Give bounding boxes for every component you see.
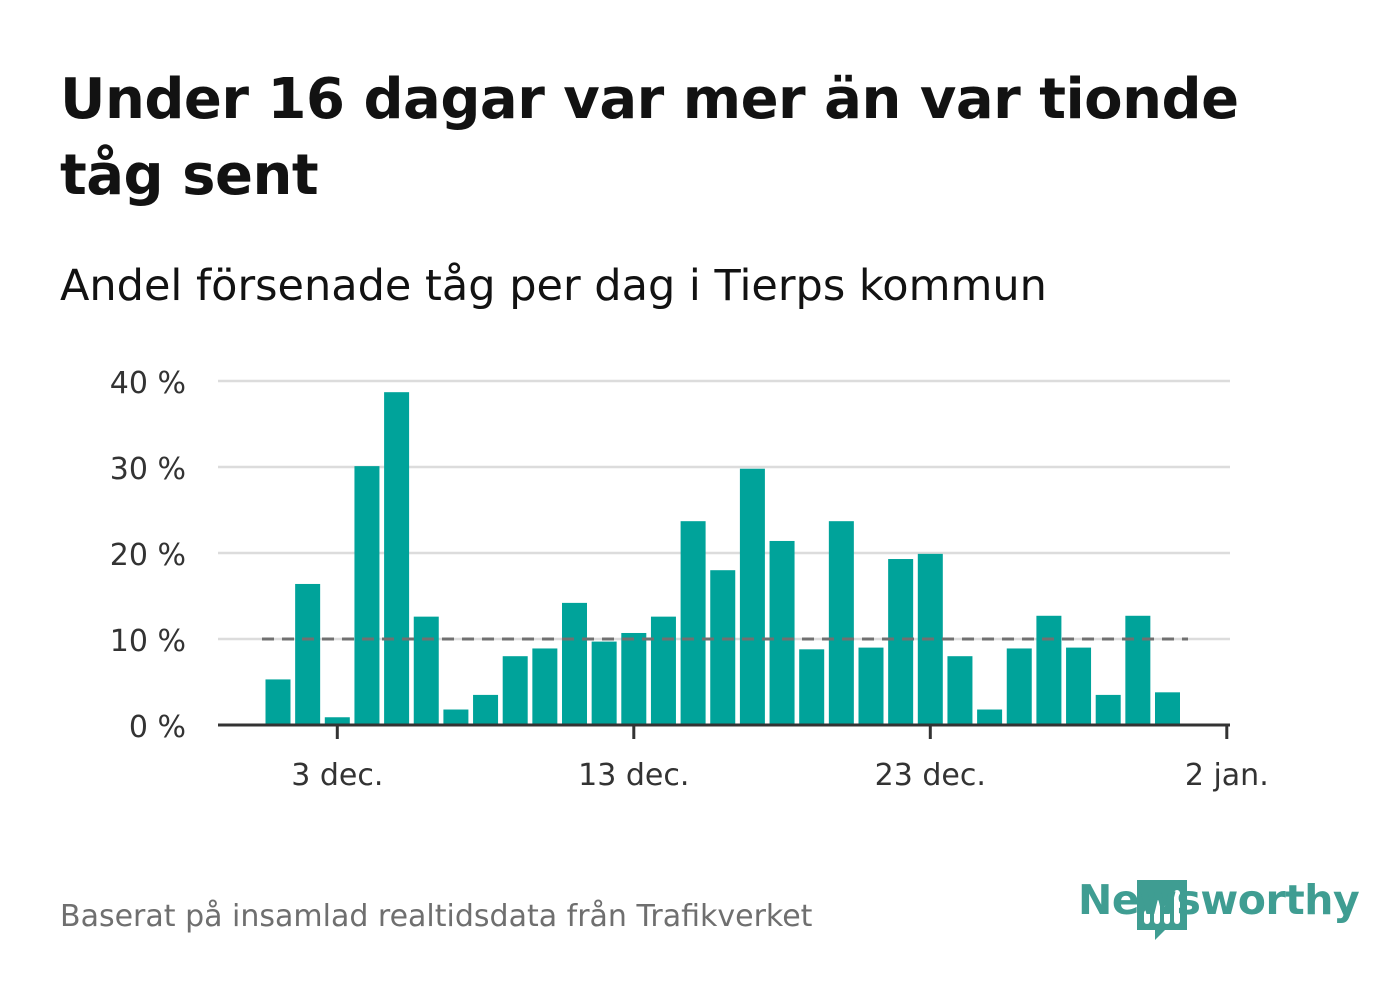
x-tick-label: 3 dec. [291, 758, 383, 793]
x-tick-label: 2 jan. [1185, 758, 1269, 793]
y-tick-label: 40 % [110, 366, 186, 401]
bar [443, 709, 469, 725]
bar [739, 468, 765, 725]
bar [710, 570, 736, 725]
bar [769, 540, 795, 725]
bar [1095, 694, 1121, 725]
brand-name: Newsworthy [1078, 876, 1360, 924]
bar [1066, 647, 1092, 725]
bar [354, 466, 380, 725]
bar [947, 656, 973, 725]
bar [413, 616, 439, 725]
bar [799, 649, 825, 725]
bar [858, 647, 884, 725]
bar [680, 521, 706, 725]
newsworthy-logo-icon [1137, 880, 1187, 940]
bar [1036, 615, 1062, 725]
bar [324, 717, 350, 725]
bar [384, 392, 410, 725]
bar [1125, 615, 1151, 725]
bar [502, 656, 528, 725]
bar [888, 559, 914, 725]
bar [1155, 692, 1180, 725]
x-tick-label: 23 dec. [875, 758, 986, 793]
bar [473, 694, 499, 725]
x-tick-label: 13 dec. [578, 758, 689, 793]
bar [1006, 648, 1032, 725]
bar [265, 679, 291, 725]
bar [828, 521, 854, 725]
y-tick-label: 30 % [110, 452, 186, 487]
chart-subtitle: Andel försenade tåg per dag i Tierps kom… [60, 261, 1047, 311]
bar [562, 602, 587, 725]
y-tick-label: 20 % [110, 538, 186, 573]
chart-title: Under 16 dagar var mer än var tionde tåg… [60, 67, 1239, 208]
source-note: Baserat på insamlad realtidsdata från Tr… [60, 899, 813, 934]
bar [532, 648, 558, 725]
bar [621, 632, 647, 725]
bar [977, 709, 1003, 725]
y-tick-label: 10 % [110, 624, 186, 659]
y-tick-label: 0 % [129, 710, 186, 745]
bar [591, 641, 617, 725]
bar [295, 583, 321, 725]
bar [650, 616, 676, 725]
